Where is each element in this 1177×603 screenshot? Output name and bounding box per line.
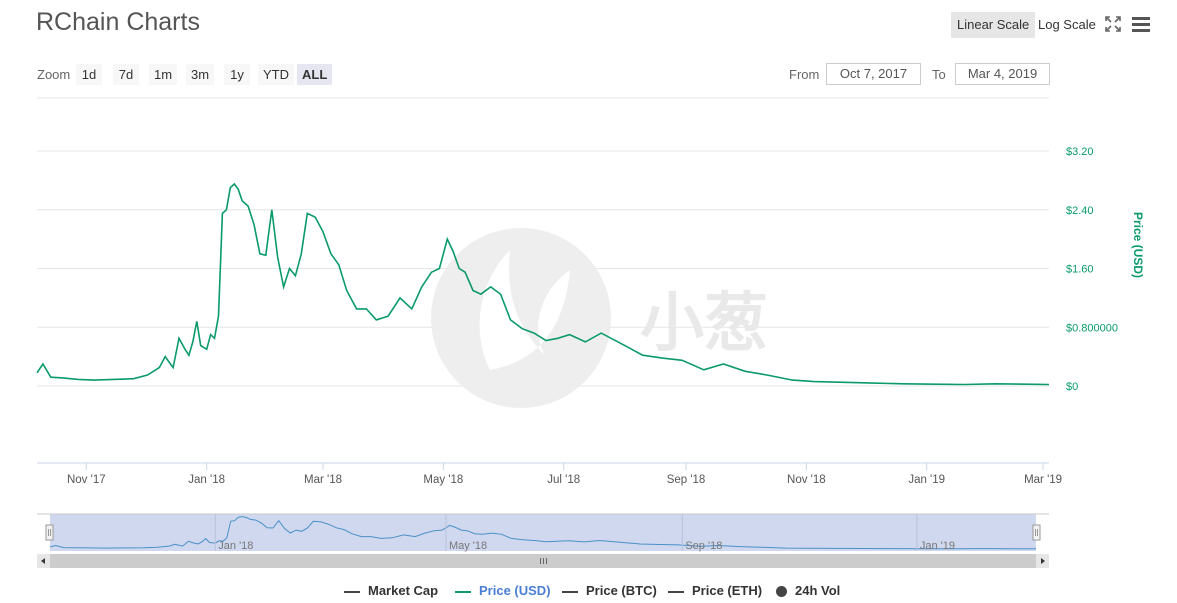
x-tick-label: Jul '18 [547,474,580,486]
zoom-7d-button[interactable]: 7d [113,64,139,85]
to-label: To [932,67,946,82]
legend-market-cap[interactable]: Market Cap [344,583,438,598]
zoom-3m-button[interactable]: 3m [186,64,215,85]
x-tick-label: May '18 [423,474,463,486]
legend-label: Market Cap [368,583,439,598]
y-tick-label: $0 [1066,381,1078,393]
x-tick-label: Mar '19 [1024,474,1062,486]
y-tick-label: $2.40 [1066,205,1094,217]
legend-label: Price (BTC) [586,583,657,598]
to-date-input[interactable]: Mar 4, 2019 [955,63,1050,85]
from-date-input[interactable]: Oct 7, 2017 [826,63,921,85]
scroll-left-arrow-icon[interactable] [37,554,50,568]
y-tick-label: $3.20 [1066,146,1094,158]
linear-scale-button[interactable]: Linear Scale [951,12,1036,38]
legend-line-symbol [668,590,684,593]
zoom-1y-button[interactable]: 1y [224,64,250,85]
legend-price-eth[interactable]: Price (ETH) [668,583,762,598]
x-tick-label: Nov '17 [67,474,106,486]
navigator[interactable]: Jan '18 May '18 Sep '18 Jan '19 [37,513,1049,552]
navigator-tick-label: Jan '18 [218,540,253,552]
navigator-selection[interactable] [50,514,1036,551]
legend-label: Price (USD) [479,583,551,598]
y-axis-title: Price (USD) [1131,212,1145,278]
navigator-tick-label: Sep '18 [685,540,722,552]
legend-line-symbol [562,590,578,593]
navigator-tick-label: May '18 [449,540,487,552]
legend-price-usd[interactable]: Price (USD) [455,583,551,598]
x-tick-label: Jan '18 [188,474,225,486]
x-tick-label: Nov '18 [787,474,826,486]
x-tick-label: Sep '18 [667,474,706,486]
legend-line-symbol [344,590,360,593]
price-usd-series-line[interactable] [36,182,1050,386]
scrollbar-grip-icon [540,558,547,564]
svg-text:小葱: 小葱 [640,287,768,359]
navigator-left-handle[interactable] [45,524,54,541]
scrollbar[interactable] [37,554,1049,568]
legend-24h-vol[interactable]: 24h Vol [776,583,840,598]
legend-label: Price (ETH) [692,583,763,598]
navigator-series-line [49,516,1037,550]
navigator-tick-label: Jan '19 [920,540,955,552]
legend-price-btc[interactable]: Price (BTC) [562,583,657,598]
zoom-ytd-button[interactable]: YTD [258,64,294,85]
x-tick-label: Jan '19 [908,474,945,486]
zoom-all-button[interactable]: ALL [297,64,333,85]
zoom-label: Zoom [37,67,71,82]
log-scale-button[interactable]: Log Scale [1038,17,1096,32]
navigator-right-handle[interactable] [1032,524,1041,541]
x-tick-label: Mar '18 [304,474,342,486]
scroll-right-arrow-icon[interactable] [1036,554,1049,568]
legend-label: 24h Vol [795,583,841,598]
legend-dot-symbol [776,586,787,598]
watermark-logo: 小葱 [431,228,768,408]
page-title: RChain Charts [36,8,200,36]
hamburger-menu-icon[interactable] [1131,15,1151,33]
y-tick-label: $0.800000 [1066,322,1118,334]
legend-line-symbol [455,590,471,593]
fullscreen-icon[interactable] [1104,15,1122,33]
y-tick-label: $1.60 [1066,264,1094,276]
zoom-1m-button[interactable]: 1m [149,64,178,85]
zoom-1d-button[interactable]: 1d [76,64,102,85]
from-label: From [789,67,820,82]
price-chart: 小葱 $0 $0.800000 $1.60 $2.40 $3.20 Price (USD… [36,97,1145,568]
